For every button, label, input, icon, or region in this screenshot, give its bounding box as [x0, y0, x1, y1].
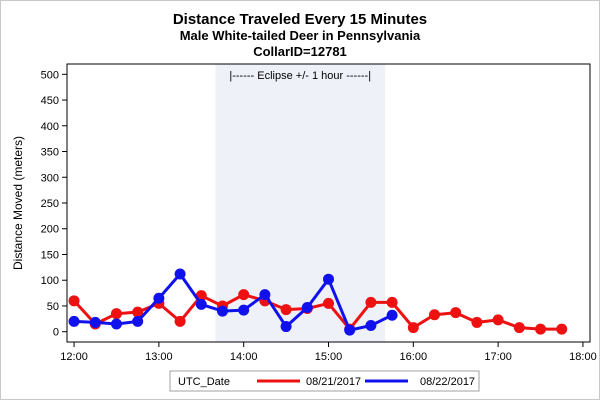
data-point-series-1: [386, 296, 398, 308]
data-point-series-2: [365, 320, 377, 332]
chart-title: Distance Traveled Every 15 Minutes: [173, 11, 427, 28]
series-line-2: [74, 272, 393, 332]
data-point-series-1: [365, 296, 377, 308]
data-point-series-1: [492, 314, 504, 326]
data-point-series-2: [153, 292, 165, 304]
data-point-series-2: [301, 302, 313, 314]
data-point-series-2: [280, 321, 292, 333]
x-tick-label: 17:00: [484, 351, 512, 363]
legend-title: UTC_Date: [178, 376, 230, 388]
x-tick-label: 12:00: [60, 351, 88, 363]
y-axis-label: Distance Moved (meters): [11, 136, 25, 270]
data-point-series-1: [132, 306, 144, 318]
chart-subtitle: Male White-tailed Deer in Pennsylvania: [180, 28, 421, 43]
data-point-series-1: [450, 307, 462, 319]
legend-label-series-1: 08/21/2017: [306, 376, 361, 388]
y-tick-label: 500: [41, 69, 59, 81]
y-tick-label: 100: [41, 275, 59, 287]
y-axis: 0 50 100 150 200 250 300 350 400 450 500: [41, 69, 67, 339]
legend: UTC_Date 08/21/2017 08/22/2017: [169, 370, 480, 392]
eclipse-band: [215, 64, 386, 342]
data-point-series-1: [174, 315, 186, 327]
data-point-series-1: [471, 316, 483, 328]
y-tick-label: 150: [41, 249, 59, 261]
y-tick-label: 450: [41, 95, 59, 107]
data-point-series-1: [238, 289, 250, 301]
data-point-series-2: [132, 315, 144, 327]
x-tick-label: 14:00: [230, 351, 258, 363]
x-tick-label: 18:00: [569, 351, 597, 363]
x-tick-label: 16:00: [400, 351, 428, 363]
series-layer: [68, 268, 568, 336]
data-point-series-1: [68, 295, 80, 307]
y-tick-label: 400: [41, 121, 59, 133]
legend-label-series-2: 08/22/2017: [420, 376, 475, 388]
data-point-series-2: [110, 318, 122, 330]
data-point-series-2: [195, 298, 207, 310]
x-axis: 12:00 13:00 14:00 15:00 16:00 17:00 18:00: [60, 342, 597, 363]
data-point-series-1: [513, 322, 525, 334]
data-point-series-2: [216, 305, 228, 317]
data-point-series-1: [556, 323, 568, 335]
x-tick-label: 15:00: [315, 351, 343, 363]
data-point-series-1: [407, 322, 419, 334]
eclipse-band-label: |------ Eclipse +/- 1 hour ------|: [229, 70, 371, 82]
y-tick-label: 300: [41, 172, 59, 184]
x-tick-label: 13:00: [145, 351, 173, 363]
data-point-series-2: [323, 273, 334, 285]
y-tick-label: 250: [41, 198, 59, 210]
data-point-series-2: [386, 309, 398, 321]
y-tick-label: 0: [53, 327, 59, 339]
data-point-series-1: [429, 309, 441, 321]
data-point-series-2: [68, 315, 80, 327]
data-point-series-1: [280, 304, 292, 316]
data-point-series-2: [238, 304, 250, 316]
data-point-series-2: [174, 268, 186, 280]
data-point-series-2: [89, 316, 101, 328]
y-tick-label: 50: [47, 301, 59, 313]
y-tick-label: 200: [41, 224, 59, 236]
data-point-series-1: [323, 297, 334, 309]
data-point-series-2: [344, 324, 356, 336]
data-point-series-1: [535, 323, 547, 335]
y-tick-label: 350: [41, 147, 59, 159]
chart-subtitle-2: CollarID=12781: [253, 44, 347, 59]
data-point-series-2: [259, 289, 271, 301]
legend-box: [169, 370, 480, 392]
data-point-series-1: [110, 308, 122, 320]
